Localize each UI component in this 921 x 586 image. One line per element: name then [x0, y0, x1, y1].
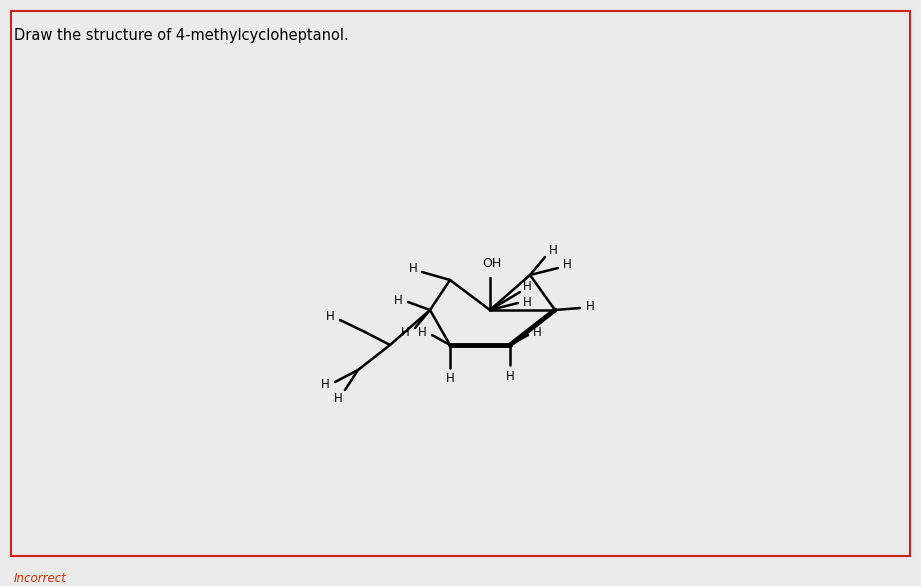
Text: H: H [563, 257, 571, 271]
Text: H: H [506, 370, 514, 383]
Text: H: H [393, 294, 402, 306]
Text: Draw the structure of 4-methylcycloheptanol.: Draw the structure of 4-methylcyclohepta… [14, 28, 349, 43]
Text: H: H [333, 391, 343, 404]
Text: H: H [532, 325, 542, 339]
Text: H: H [326, 309, 334, 322]
Text: H: H [522, 297, 531, 309]
Text: H: H [409, 261, 417, 274]
Text: H: H [401, 325, 409, 339]
Text: Incorrect: Incorrect [14, 572, 67, 585]
Bar [11, 11, 910, 556]
Text: H: H [321, 379, 330, 391]
Text: H: H [417, 326, 426, 339]
Text: H: H [522, 280, 531, 292]
Text: H: H [446, 372, 454, 384]
Text: H: H [586, 301, 594, 314]
Text: H: H [549, 244, 557, 257]
Text: OH: OH [483, 257, 502, 270]
